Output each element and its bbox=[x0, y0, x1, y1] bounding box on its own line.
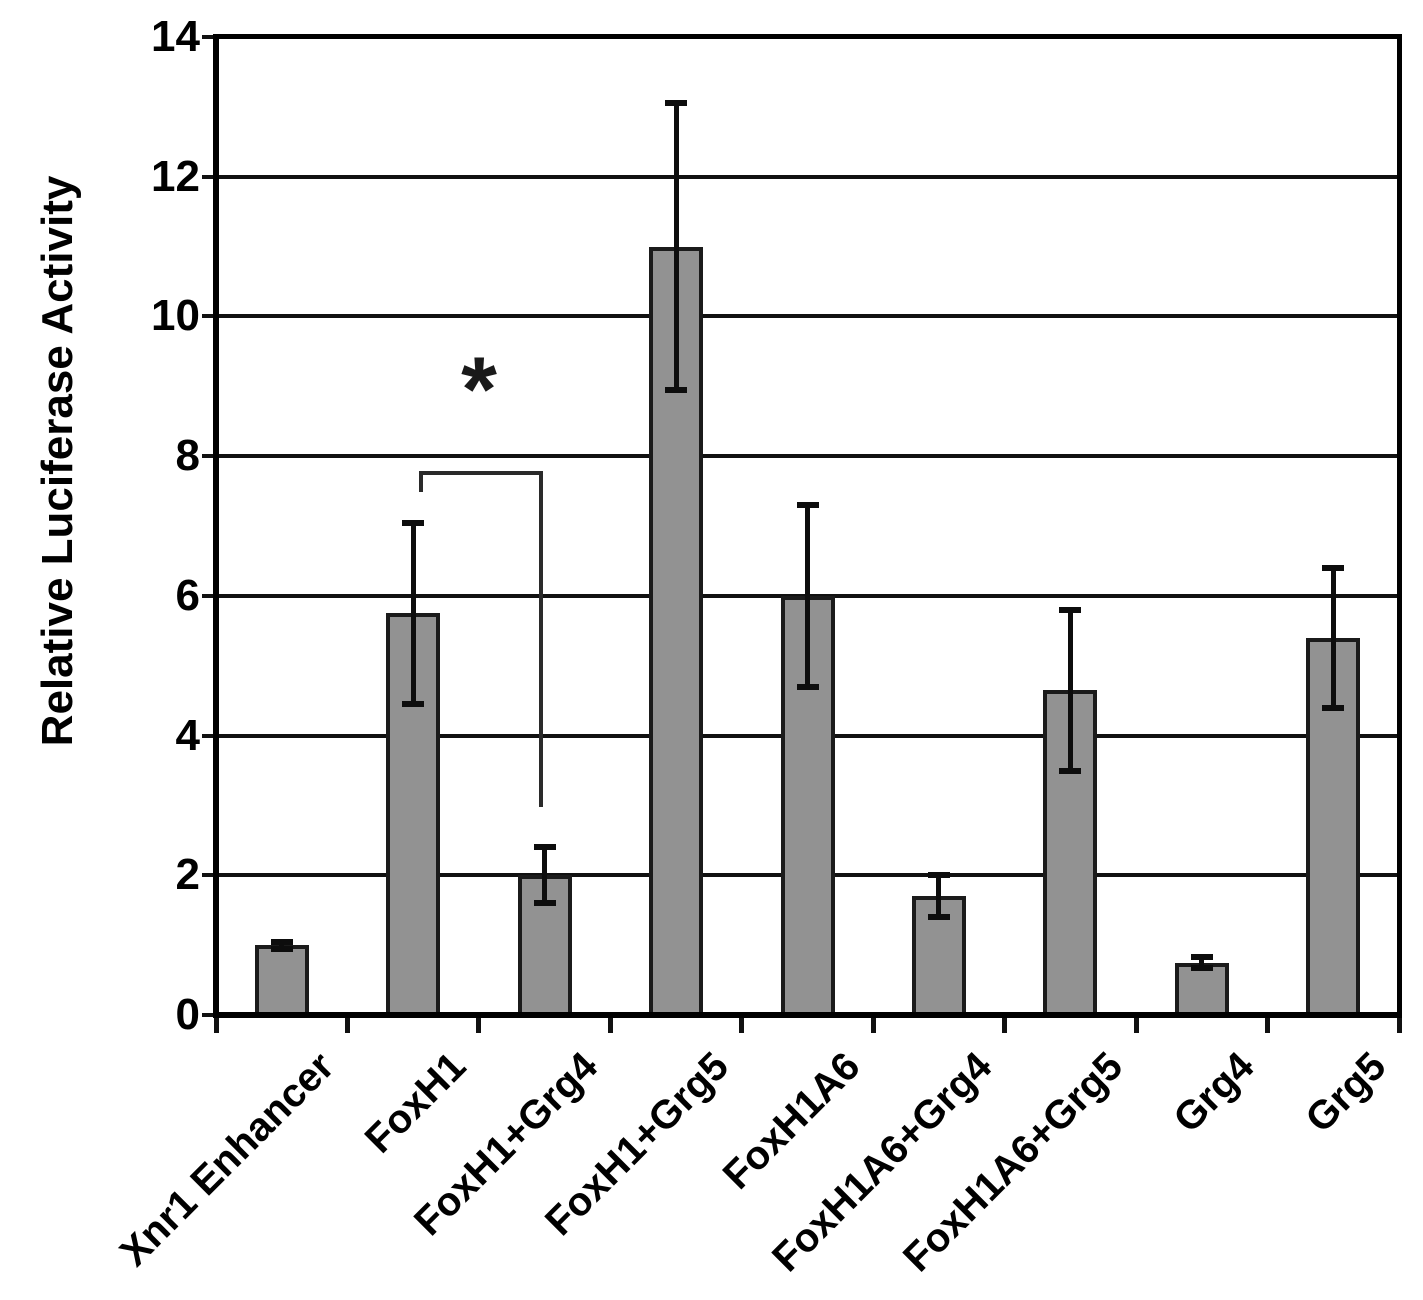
gridline-y-8 bbox=[216, 454, 1399, 459]
x-tick-9 bbox=[1396, 1018, 1402, 1033]
significance-asterisk: * bbox=[461, 339, 497, 441]
y-tick-label-4: 4 bbox=[175, 710, 200, 760]
x-tick-label-FoxH1: FoxH1 bbox=[356, 1044, 475, 1162]
error-cap-top-FoxH1A6+Grg4 bbox=[927, 872, 950, 879]
error-bar-FoxH1 bbox=[410, 522, 416, 705]
error-cap-bottom-FoxH1+Grg4 bbox=[533, 900, 556, 907]
y-tick-label-12: 12 bbox=[151, 151, 200, 201]
error-cap-bottom-Grg5 bbox=[1322, 704, 1345, 711]
error-cap-top-Grg5 bbox=[1322, 564, 1345, 571]
error-cap-bottom-Grg4 bbox=[1190, 965, 1213, 972]
y-tick-12 bbox=[202, 174, 216, 179]
bar-Grg5 bbox=[1306, 637, 1361, 1018]
y-tick-0 bbox=[202, 1013, 216, 1017]
y-tick-8 bbox=[202, 454, 216, 459]
error-cap-bottom-FoxH1A6+Grg5 bbox=[1059, 767, 1082, 774]
gridline-y-10 bbox=[216, 314, 1399, 319]
error-bar-FoxH1A6+Grg5 bbox=[1067, 609, 1073, 771]
x-tick-8 bbox=[1265, 1018, 1271, 1033]
y-tick-label-2: 2 bbox=[175, 850, 200, 900]
error-cap-bottom-FoxH1 bbox=[402, 701, 425, 708]
error-bar-FoxH1+Grg5 bbox=[673, 103, 679, 390]
error-cap-bottom-Xnr1 Enhancer bbox=[270, 945, 293, 952]
y-tick-label-14: 14 bbox=[151, 12, 200, 61]
x-tick-6 bbox=[1002, 1018, 1008, 1033]
error-cap-bottom-FoxH1A6 bbox=[796, 683, 819, 690]
error-cap-top-FoxH1+Grg5 bbox=[665, 100, 688, 107]
x-tick-0 bbox=[213, 1018, 219, 1033]
x-tick-1 bbox=[344, 1018, 350, 1033]
error-cap-bottom-FoxH1+Grg5 bbox=[665, 386, 688, 393]
error-bar-FoxH1A6+Grg4 bbox=[936, 875, 942, 918]
significance-bracket-top bbox=[419, 471, 543, 475]
error-bar-Xnr1 Enhancer bbox=[279, 941, 285, 949]
bar-FoxH1 bbox=[386, 613, 441, 1018]
error-cap-bottom-FoxH1A6+Grg4 bbox=[927, 914, 950, 921]
y-tick-label-0: 0 bbox=[175, 990, 200, 1039]
significance-bracket-right-stub bbox=[539, 471, 543, 807]
error-bar-Grg4 bbox=[1199, 957, 1205, 969]
x-tick-2 bbox=[476, 1018, 482, 1033]
y-tick-2 bbox=[202, 873, 216, 878]
y-tick-label-6: 6 bbox=[175, 570, 200, 620]
error-cap-top-Xnr1 Enhancer bbox=[270, 938, 293, 945]
error-bar-Grg5 bbox=[1330, 567, 1336, 708]
y-tick-4 bbox=[202, 733, 216, 738]
error-bar-FoxH1+Grg4 bbox=[542, 847, 548, 904]
y-tick-14 bbox=[202, 35, 216, 39]
error-cap-top-FoxH1+Grg4 bbox=[533, 844, 556, 851]
significance-bracket-left-stub bbox=[419, 471, 423, 492]
error-cap-top-Grg4 bbox=[1190, 954, 1213, 961]
y-tick-label-8: 8 bbox=[175, 431, 200, 481]
x-tick-4 bbox=[739, 1018, 745, 1033]
error-cap-top-FoxH1A6+Grg5 bbox=[1059, 606, 1082, 613]
y-tick-label-10: 10 bbox=[151, 291, 200, 341]
x-tick-label-FoxH1A6+Grg4: FoxH1A6+Grg4 bbox=[763, 1044, 1001, 1281]
y-tick-6 bbox=[202, 593, 216, 598]
x-tick-label-Xnr1 Enhancer: Xnr1 Enhancer bbox=[112, 1044, 343, 1275]
x-tick-7 bbox=[1133, 1018, 1139, 1033]
x-tick-label-Grg4: Grg4 bbox=[1165, 1044, 1263, 1142]
x-tick-5 bbox=[870, 1018, 876, 1033]
error-bar-FoxH1A6 bbox=[805, 505, 810, 687]
x-tick-label-Grg5: Grg5 bbox=[1297, 1044, 1395, 1142]
error-cap-top-FoxH1 bbox=[402, 519, 425, 526]
gridline-y-12 bbox=[216, 174, 1399, 179]
x-tick-label-FoxH1A6+Grg5: FoxH1A6+Grg5 bbox=[895, 1044, 1132, 1281]
error-cap-top-FoxH1A6 bbox=[796, 502, 819, 509]
y-tick-10 bbox=[202, 314, 216, 319]
y-axis-title: Relative Luciferase Activity bbox=[33, 175, 82, 747]
x-tick-3 bbox=[607, 1018, 613, 1033]
bar-Xnr1 Enhancer bbox=[254, 945, 309, 1018]
